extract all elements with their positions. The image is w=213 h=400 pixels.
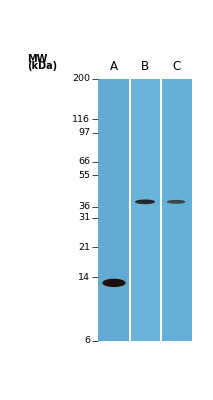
Text: 97: 97 — [78, 128, 90, 137]
Bar — [130, 79, 161, 341]
Text: 66: 66 — [78, 157, 90, 166]
Text: 31: 31 — [78, 214, 90, 222]
Text: 6: 6 — [84, 336, 90, 345]
Ellipse shape — [167, 200, 186, 204]
Text: 14: 14 — [78, 273, 90, 282]
Text: 55: 55 — [78, 171, 90, 180]
Bar — [98, 79, 192, 341]
Text: B: B — [141, 60, 149, 73]
Text: 116: 116 — [72, 115, 90, 124]
Bar — [128, 79, 131, 341]
Bar — [98, 79, 130, 341]
Text: A: A — [110, 60, 118, 73]
Text: 36: 36 — [78, 202, 90, 211]
Ellipse shape — [102, 279, 126, 287]
Ellipse shape — [135, 200, 155, 204]
Text: 200: 200 — [72, 74, 90, 83]
Bar — [161, 79, 192, 341]
Text: C: C — [172, 60, 180, 73]
Text: (kDa): (kDa) — [27, 62, 57, 72]
Bar — [160, 79, 162, 341]
Text: 21: 21 — [78, 242, 90, 252]
Text: MW: MW — [27, 54, 47, 64]
